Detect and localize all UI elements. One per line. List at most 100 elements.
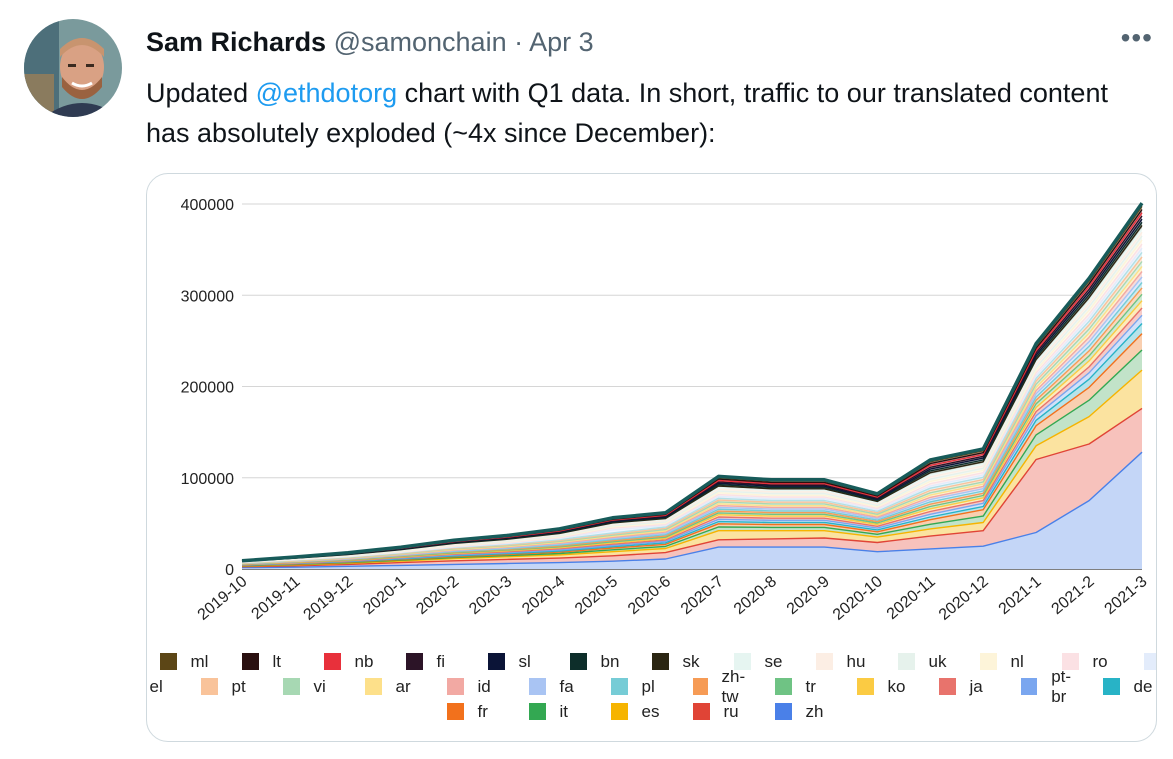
legend-label: ja bbox=[969, 676, 983, 696]
x-tick-label: 2020-7 bbox=[678, 573, 727, 618]
legend-item-es: es bbox=[610, 701, 676, 722]
legend-swatch bbox=[446, 703, 464, 720]
x-tick-label: 2020-12 bbox=[936, 573, 992, 624]
legend-row: el pt vi ar id fa pl zh-tw tr ko ja pt-br de bbox=[147, 667, 1157, 706]
legend-item-de: de bbox=[1102, 676, 1157, 697]
legend-swatch bbox=[1102, 678, 1120, 695]
legend-swatch bbox=[651, 653, 669, 670]
legend-item-cs: cs bbox=[1143, 652, 1156, 672]
y-tick-label: 0 bbox=[225, 562, 234, 579]
chart-legend: igmlltnbfislbnsksehuuknlrocselptviaridfa… bbox=[147, 649, 1156, 724]
legend-item-fa: fa bbox=[528, 676, 594, 697]
legend-item-bn: bn bbox=[569, 652, 635, 672]
x-tick-label: 2019-12 bbox=[301, 573, 357, 624]
chart-image[interactable]: 0 100000 200000 300000 400000 2019-10 2019-11 2… bbox=[146, 173, 1157, 742]
legend-swatch bbox=[897, 653, 915, 670]
tweet-text-rest: chart with Q1 data. In short, traffic to… bbox=[146, 78, 1108, 148]
legend-item-pt-br: pt-br bbox=[1020, 666, 1086, 707]
x-tick-label: 2020-8 bbox=[731, 573, 780, 618]
legend-item-pt: pt bbox=[200, 677, 266, 697]
x-tick-label: 2020-2 bbox=[413, 573, 462, 618]
legend-swatch bbox=[815, 653, 833, 670]
legend-item-nl: nl bbox=[979, 651, 1045, 672]
legend-label: lt bbox=[272, 651, 282, 671]
legend-item-fi: fi bbox=[405, 652, 471, 672]
legend-swatch bbox=[774, 703, 792, 720]
legend-label: se bbox=[764, 651, 783, 671]
legend-swatch bbox=[938, 678, 956, 695]
x-tick-label: 2019-11 bbox=[249, 573, 304, 623]
series-line-ig bbox=[241, 202, 1144, 563]
legend-swatch bbox=[1020, 678, 1038, 695]
legend-label: nl bbox=[1010, 651, 1024, 671]
x-tick-label: 2021-1 bbox=[996, 573, 1045, 618]
x-tick-label: 2021-2 bbox=[1049, 573, 1098, 618]
series-line-es bbox=[241, 369, 1143, 567]
legend-item-sl: sl bbox=[487, 651, 553, 672]
legend-label: ml bbox=[190, 651, 209, 671]
legend-swatch bbox=[528, 703, 546, 720]
x-tick-label: 2021-3 bbox=[1101, 573, 1150, 618]
author-handle[interactable]: @samonchain bbox=[333, 27, 507, 57]
legend-swatch bbox=[1061, 653, 1079, 670]
legend-item-se: se bbox=[733, 651, 799, 672]
legend-item-vi: vi bbox=[282, 677, 348, 697]
legend-item-uk: uk bbox=[897, 651, 963, 672]
legend-label: es bbox=[641, 701, 660, 721]
legend-label: ar bbox=[395, 676, 411, 696]
legend-label: fa bbox=[559, 676, 574, 696]
legend-row: igmlltnbfislbnsksehuuknlrocs bbox=[147, 649, 1156, 674]
avatar[interactable] bbox=[24, 19, 122, 117]
legend-label: uk bbox=[928, 651, 947, 671]
legend-swatch bbox=[528, 678, 546, 695]
legend-swatch bbox=[364, 678, 382, 695]
mention-link[interactable]: @ethdotorg bbox=[255, 78, 398, 108]
y-tick-label: 100000 bbox=[181, 471, 234, 488]
legend-swatch bbox=[241, 653, 259, 670]
x-tick-label: 2020-3 bbox=[466, 573, 515, 618]
legend-item-id: id bbox=[446, 676, 512, 697]
legend-label: de bbox=[1133, 676, 1153, 696]
legend-label: hu bbox=[846, 651, 866, 671]
legend-label: el bbox=[149, 676, 163, 696]
legend-item-el: el bbox=[147, 676, 184, 697]
avatar-image bbox=[24, 19, 122, 117]
legend-label: zh bbox=[805, 701, 824, 721]
more-icon[interactable]: ••• bbox=[1120, 22, 1153, 53]
legend-item-pl: pl bbox=[610, 676, 676, 697]
y-tick-label: 300000 bbox=[181, 288, 234, 305]
legend-label: pt-br bbox=[1051, 666, 1072, 706]
legend-swatch bbox=[487, 653, 505, 670]
series-area-zh bbox=[242, 452, 1142, 569]
legend-swatch bbox=[200, 678, 218, 695]
legend-swatch bbox=[323, 653, 341, 670]
legend-item-hu: hu bbox=[815, 651, 881, 672]
legend-swatch bbox=[856, 678, 874, 695]
legend-swatch bbox=[733, 653, 751, 670]
legend-item-ru: ru bbox=[692, 701, 758, 722]
legend-label: fr bbox=[477, 701, 488, 721]
legend-label: ro bbox=[1092, 651, 1108, 671]
tweet-text: Updated @ethdotorg chart with Q1 data. I… bbox=[146, 73, 1146, 153]
legend-swatch bbox=[405, 653, 423, 670]
tweet-date[interactable]: Apr 3 bbox=[529, 27, 594, 57]
legend-swatch bbox=[1143, 653, 1156, 670]
legend-swatch bbox=[692, 703, 710, 720]
author-name[interactable]: Sam Richards bbox=[146, 27, 327, 57]
tweet-text-start: Updated bbox=[146, 78, 256, 108]
x-tick-label: 2020-10 bbox=[830, 573, 886, 624]
legend-swatch bbox=[610, 678, 628, 695]
legend-label: pl bbox=[641, 676, 655, 696]
legend-label: sl bbox=[518, 651, 531, 671]
legend-item-ja: ja bbox=[938, 676, 1004, 697]
legend-swatch bbox=[569, 653, 587, 670]
legend-label: ko bbox=[887, 676, 906, 696]
y-tick-label: 400000 bbox=[181, 197, 234, 214]
legend-item-nb: nb bbox=[323, 652, 389, 672]
tweet-header: Sam Richards @samonchain · Apr 3 bbox=[146, 26, 594, 58]
legend-label: id bbox=[477, 676, 491, 696]
series-line-ru bbox=[241, 407, 1143, 568]
legend-swatch bbox=[979, 653, 997, 670]
legend-label: ru bbox=[723, 701, 739, 721]
legend-item-ko: ko bbox=[856, 676, 922, 697]
